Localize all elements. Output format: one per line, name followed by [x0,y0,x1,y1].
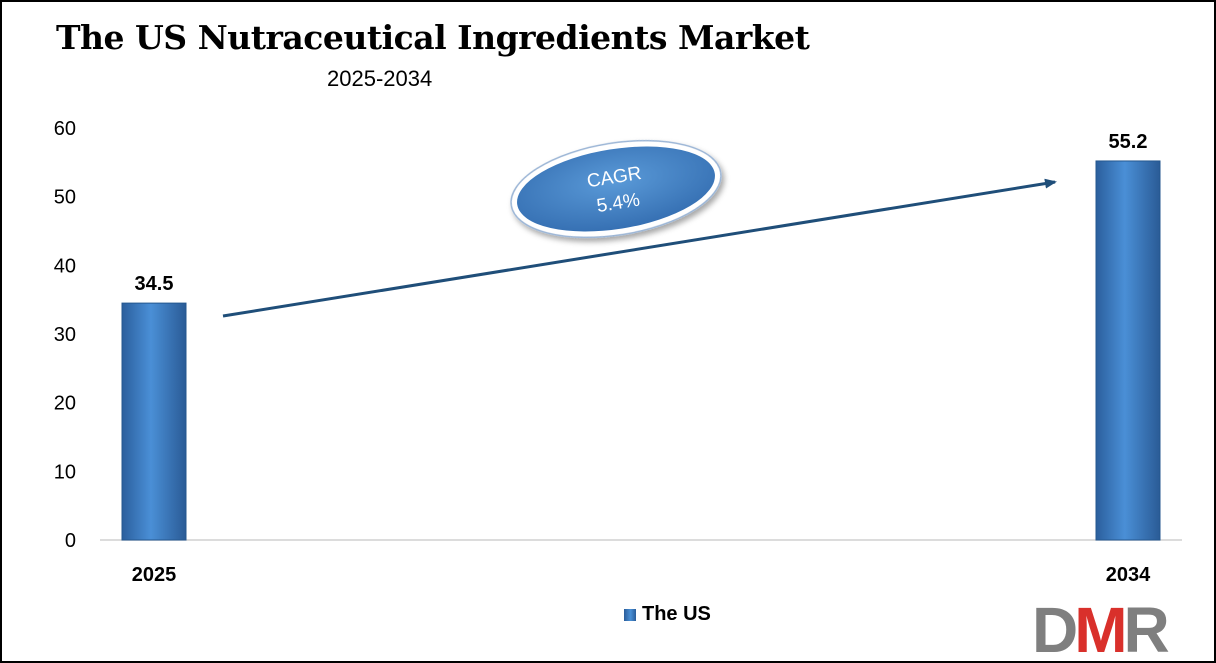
y-tick-label: 40 [54,255,76,277]
x-category-label: 2025 [132,564,177,586]
bar-2025 [121,302,187,541]
bars [121,160,1161,541]
y-tick-label: 10 [54,461,76,483]
y-tick-label: 20 [54,393,76,415]
y-tick-label: 50 [54,187,76,209]
data-labels: 34.5 55.2 [135,131,1148,295]
y-axis-tick-labels: 0 10 20 30 40 50 60 [54,118,76,552]
legend-label: The US [642,603,711,625]
data-label-2034: 55.2 [1109,131,1148,153]
legend: The US [624,603,711,626]
chart-title: The US Nutraceutical Ingredients Market [56,18,810,57]
dmr-logo-text: DMR [1032,598,1169,660]
y-tick-label: 0 [65,530,76,552]
y-tick-label: 60 [54,118,76,140]
cagr-arrow [222,178,1057,318]
y-tick-label: 30 [54,324,76,346]
x-axis-category-labels: 2025 2034 [132,564,1151,586]
x-category-label: 2034 [1106,564,1151,586]
chart-subtitle: 2025-2034 [327,66,433,91]
bar-2034 [1095,160,1161,541]
cagr-badge: CAGR 5.4% [510,139,722,239]
data-label-2025: 34.5 [135,273,174,295]
dmr-logo: DMR [1032,598,1173,660]
legend-swatch [624,608,636,621]
